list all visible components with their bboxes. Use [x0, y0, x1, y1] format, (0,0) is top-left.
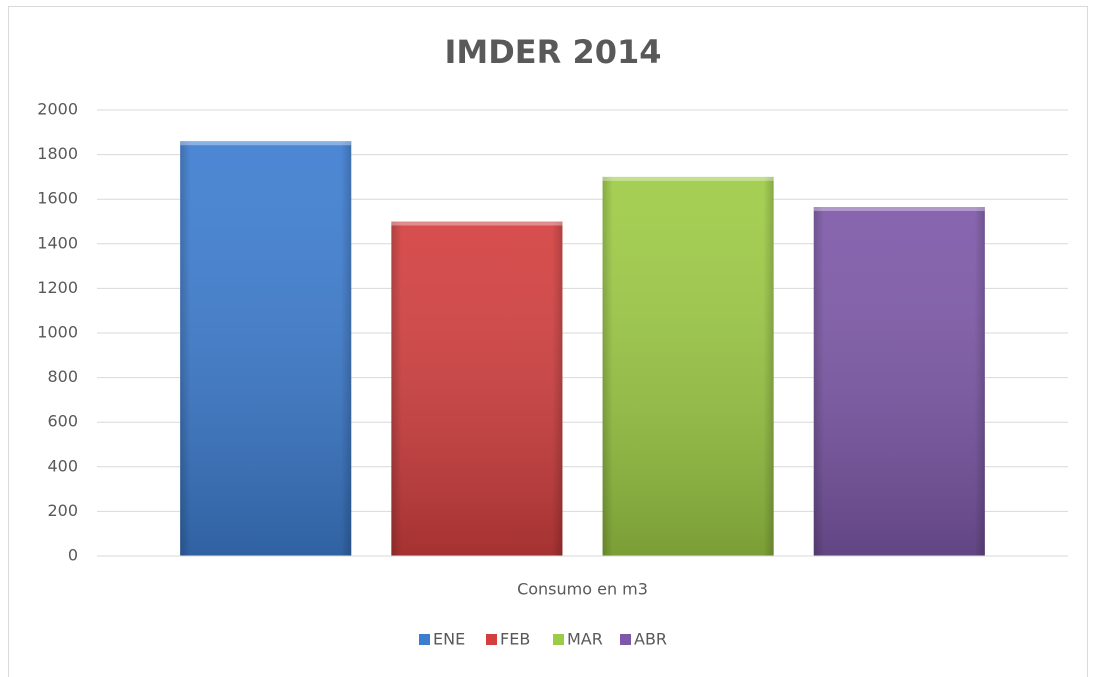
bar-edge: [602, 176, 774, 556]
y-tick-label: 1000: [37, 323, 78, 342]
bar-top: [602, 176, 774, 181]
y-tick-label: 1400: [37, 233, 78, 252]
legend-label: ABR: [634, 630, 667, 649]
y-tick-label: 600: [47, 412, 78, 431]
legend-swatch: [486, 634, 497, 645]
legend-label: MAR: [567, 630, 603, 649]
y-tick-label: 1800: [37, 144, 78, 163]
y-tick-label: 1600: [37, 189, 78, 208]
legend-label: FEB: [500, 630, 530, 649]
legend-label: ENE: [433, 630, 465, 649]
y-tick-label: 200: [47, 501, 78, 520]
y-tick-label: 400: [47, 456, 78, 475]
bar-edge: [180, 141, 352, 556]
y-tick-label: 0: [68, 546, 78, 565]
bar-top: [813, 207, 985, 212]
bar-edge: [391, 221, 563, 556]
legend-swatch: [620, 634, 631, 645]
chart-title: IMDER 2014: [444, 33, 661, 71]
bar-top: [391, 221, 563, 226]
y-tick-label: 2000: [37, 100, 78, 119]
legend-swatch: [419, 634, 430, 645]
y-tick-label: 800: [47, 367, 78, 386]
bar-top: [180, 141, 352, 146]
legend-swatch: [553, 634, 564, 645]
x-tick-label: Consumo en m3: [517, 580, 648, 599]
bar-edge: [813, 207, 985, 556]
y-tick-label: 1200: [37, 278, 78, 297]
